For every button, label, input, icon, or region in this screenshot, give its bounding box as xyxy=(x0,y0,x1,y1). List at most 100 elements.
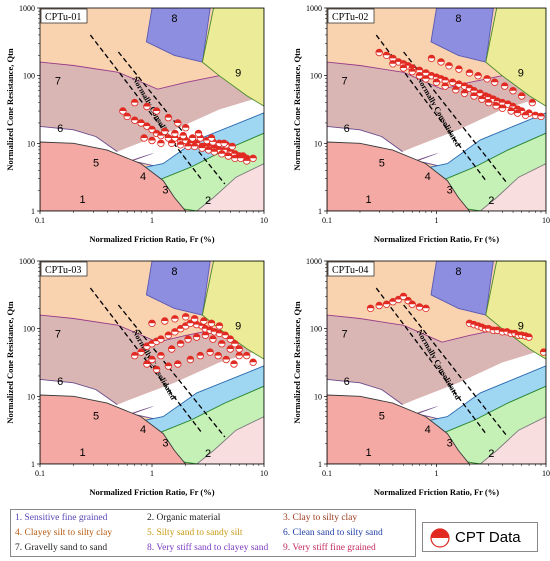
zone-label-3: 3 xyxy=(162,437,168,449)
zone-8-area xyxy=(145,8,211,63)
data-point xyxy=(171,328,179,336)
x-tick-label: 10 xyxy=(260,216,268,225)
panel-title-box xyxy=(40,8,88,24)
nc-boundary-line xyxy=(403,304,509,438)
data-point xyxy=(460,89,469,97)
data-point xyxy=(415,303,424,311)
data-point xyxy=(167,139,176,147)
data-point xyxy=(427,54,436,63)
data-point xyxy=(389,298,397,306)
panel-title: CPTu-03 xyxy=(45,265,81,276)
data-point xyxy=(228,142,236,151)
data-point xyxy=(242,351,251,360)
cpt-marker-icon xyxy=(430,528,450,548)
data-point xyxy=(236,154,245,162)
data-point xyxy=(498,98,507,107)
zone-label-8: 8 xyxy=(171,13,177,25)
data-point xyxy=(470,92,478,100)
data-point xyxy=(537,112,545,121)
y-tick-label: 10 xyxy=(314,139,322,148)
data-point xyxy=(130,98,139,107)
data-point xyxy=(130,351,139,360)
data-point xyxy=(137,119,145,127)
zone-8-area xyxy=(145,261,211,316)
zone-2-area xyxy=(196,163,264,211)
legend-item: 7. Gravelly sand to sand xyxy=(15,543,108,553)
zone-label-2: 2 xyxy=(488,195,494,207)
y-tick-label: 10 xyxy=(27,139,35,148)
legend-item: 3. Clay to silty clay xyxy=(283,513,358,523)
data-point xyxy=(218,150,226,158)
zone-label-8: 8 xyxy=(455,13,461,25)
zone-label-4: 4 xyxy=(140,171,146,183)
data-point xyxy=(513,109,522,117)
zones-3: Normally Consolidated xyxy=(40,261,264,464)
data-point xyxy=(441,82,449,90)
x-tick-label: 0.1 xyxy=(322,216,332,225)
zone-label-8: 8 xyxy=(455,266,461,278)
data-point xyxy=(171,315,179,323)
y-tick-label: 1 xyxy=(318,207,322,216)
data-point xyxy=(375,48,383,57)
x-tick-label: 1 xyxy=(150,216,154,225)
data-point xyxy=(231,340,239,348)
data-point xyxy=(137,348,145,356)
data-point xyxy=(389,60,397,68)
data-point xyxy=(521,111,530,119)
data-point xyxy=(119,107,127,115)
data-point xyxy=(148,319,156,327)
zone-label-7: 7 xyxy=(55,328,61,340)
data-point xyxy=(470,86,478,95)
y-tick-label: 1000 xyxy=(19,4,35,13)
data-point xyxy=(161,127,169,136)
x-tick-label: 0.1 xyxy=(35,469,45,478)
data-point xyxy=(235,351,243,360)
data-point xyxy=(224,152,232,160)
y-tick-label: 1 xyxy=(318,460,322,469)
data-point xyxy=(143,360,151,368)
y-axis-label: Normalized Cone Resistance, Qtn xyxy=(292,48,302,171)
data-point xyxy=(148,355,156,364)
data-point xyxy=(408,67,416,76)
panel-title: CPTu-02 xyxy=(332,12,368,23)
zone-legend: 1. Sensitive fine grained 2. Organic mate… xyxy=(10,509,416,557)
zone-label-9: 9 xyxy=(518,67,524,79)
zone-label-1: 1 xyxy=(366,194,372,206)
y-tick-label: 1000 xyxy=(306,257,322,266)
data-point xyxy=(455,65,463,73)
data-point xyxy=(441,76,449,85)
data-point xyxy=(399,292,408,301)
x-tick-label: 10 xyxy=(542,216,550,225)
data-point xyxy=(174,360,182,368)
zone-label-9: 9 xyxy=(235,320,241,332)
data-point xyxy=(152,107,161,115)
zone-label-2: 2 xyxy=(488,448,494,460)
zone-8-area xyxy=(430,261,494,316)
data-point xyxy=(518,92,526,100)
zone-label-5: 5 xyxy=(379,410,385,422)
x-tick-label: 10 xyxy=(542,469,550,478)
data-point xyxy=(226,345,234,353)
data-point xyxy=(190,142,199,151)
zone-label-5: 5 xyxy=(93,157,99,169)
data-point xyxy=(422,304,430,312)
data-point xyxy=(382,51,391,59)
panel-title: CPTu-04 xyxy=(332,265,368,276)
data-point xyxy=(130,116,139,124)
y-tick-label: 100 xyxy=(310,72,322,81)
zone-label-6: 6 xyxy=(57,376,63,388)
data-point xyxy=(176,340,185,348)
data-point xyxy=(190,315,199,323)
zones-2: Normally Consolidated xyxy=(327,8,546,211)
data-point xyxy=(157,139,165,147)
y-tick-label: 1 xyxy=(31,207,35,216)
x-tick-label: 0.1 xyxy=(322,469,332,478)
zones-4: Normally Consolidated xyxy=(327,261,546,464)
data-point xyxy=(192,333,201,341)
data-point xyxy=(164,331,173,339)
data-point xyxy=(174,119,182,127)
data-point xyxy=(143,102,151,111)
